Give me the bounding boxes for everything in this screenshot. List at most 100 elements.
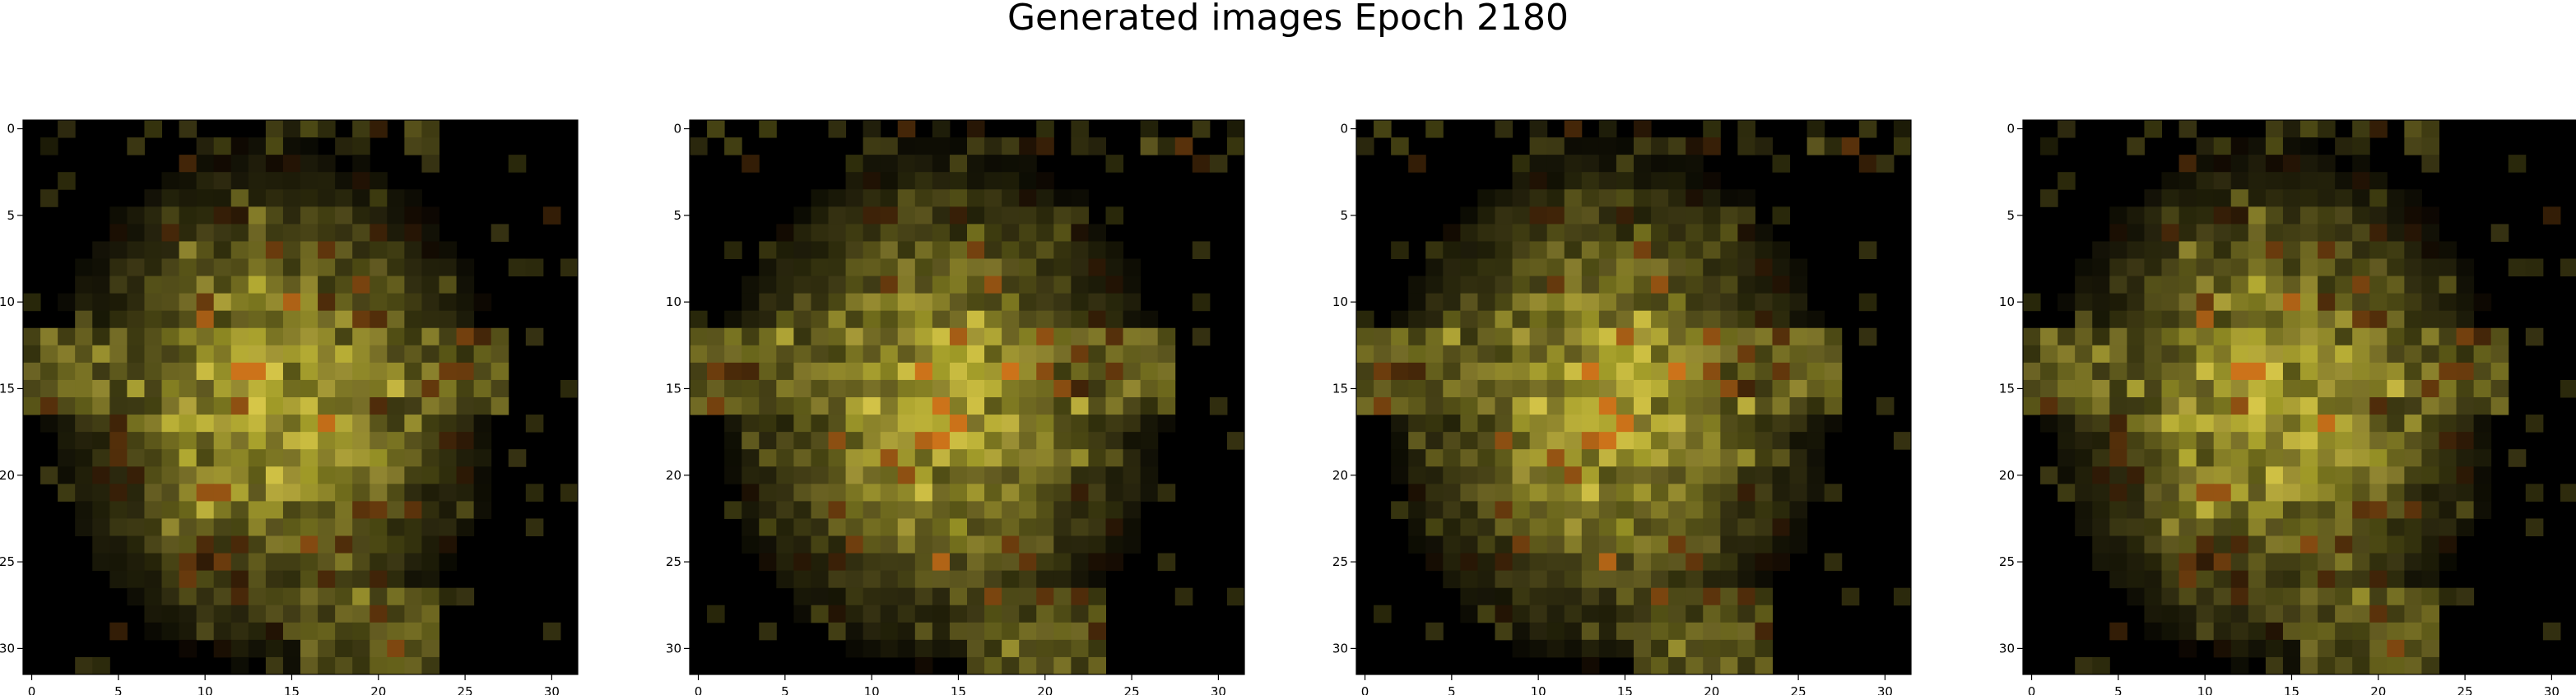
pixel-cell [2127, 535, 2145, 554]
pixel-cell [230, 276, 249, 294]
pixel-cell [880, 189, 899, 207]
pixel-cell [863, 224, 881, 242]
pixel-cell [949, 362, 968, 381]
pixel-cell [387, 605, 405, 623]
pixel-cell [984, 518, 1002, 536]
pixel-cell [1209, 397, 1228, 415]
pixel-cell [2058, 345, 2076, 364]
pixel-cell [1477, 293, 1495, 312]
pixel-cell [352, 379, 370, 398]
pixel-cell [2282, 622, 2301, 641]
pixel-cell [1668, 137, 1686, 155]
pixel-cell [1053, 605, 1072, 623]
pixel-cell [984, 137, 1002, 155]
pixel-cell [421, 293, 439, 312]
pixel-cell [230, 379, 249, 398]
pixel-cell [300, 172, 319, 190]
pixel-cell [2282, 656, 2301, 675]
pixel-cell [811, 241, 829, 259]
pixel-cell [1755, 570, 1773, 589]
pixel-cell [949, 241, 968, 259]
pixel-cell [2456, 449, 2475, 467]
pixel-cell [109, 327, 128, 346]
pixel-cell [2300, 639, 2318, 658]
pixel-cell [2300, 501, 2318, 519]
pixel-cell [914, 362, 933, 381]
pixel-cell [2213, 345, 2232, 364]
pixel-cell [109, 553, 128, 572]
pixel-cell [213, 605, 232, 623]
pixel-cell [828, 241, 847, 259]
pixel-cell [2265, 241, 2284, 259]
pixel-cell [2369, 501, 2388, 519]
pixel-cell [1071, 137, 1089, 155]
pixel-cell [1036, 639, 1054, 658]
pixel-cell [387, 501, 405, 519]
pixel-cell [932, 172, 951, 190]
pixel-cell [318, 501, 336, 519]
pixel-cell [1019, 432, 1037, 450]
pixel-cell [352, 310, 370, 329]
pixel-cell [2282, 379, 2301, 398]
pixel-cell [161, 362, 180, 381]
pixel-cell [2213, 189, 2232, 207]
pixel-cell [897, 345, 916, 364]
pixel-cell [2144, 553, 2162, 572]
pixel-cell [456, 345, 475, 364]
pixel-cell [2300, 137, 2318, 155]
pixel-cell [1495, 501, 1514, 519]
pixel-cell [179, 379, 198, 398]
pixel-cell [352, 484, 370, 502]
pixel-cell [2161, 466, 2180, 484]
pixel-cell [914, 501, 933, 519]
pixel-cell [1686, 501, 1704, 519]
pixel-cell [2265, 327, 2284, 346]
pixel-cell [1686, 535, 1704, 554]
pixel-cell [282, 189, 301, 207]
pixel-cell [248, 501, 267, 519]
pixel-cell [2144, 276, 2162, 294]
x-tick-label: 0 [28, 684, 36, 695]
pixel-cell [793, 379, 811, 398]
pixel-cell [1477, 276, 1495, 294]
pixel-cell [897, 241, 916, 259]
pixel-cell [456, 379, 475, 398]
pixel-cell [2213, 276, 2232, 294]
pixel-cell [1755, 310, 1773, 329]
pixel-cell [58, 415, 76, 433]
pixel-cell [387, 345, 405, 364]
pixel-cell [1529, 120, 1548, 138]
pixel-cell [2161, 206, 2180, 225]
pixel-cell [2196, 362, 2215, 381]
pixel-cell [248, 258, 267, 277]
pixel-cell [1495, 449, 1514, 467]
pixel-cell [230, 587, 249, 606]
pixel-cell [404, 310, 422, 329]
pixel-cell [179, 155, 198, 173]
pixel-cell [1893, 120, 1912, 138]
pixel-cell [1651, 605, 1669, 623]
pixel-cell [2404, 379, 2422, 398]
pixel-cell [2058, 415, 2076, 433]
pixel-cell [897, 449, 916, 467]
pixel-cell [1651, 379, 1669, 398]
pixel-cell [2439, 501, 2457, 519]
pixel-cell [335, 622, 353, 641]
pixel-cell [2300, 155, 2318, 173]
pixel-cell [352, 466, 370, 484]
pixel-cell [1616, 137, 1634, 155]
pixel-cell [1495, 535, 1514, 554]
pixel-cell [776, 362, 794, 381]
pixel-cell [282, 466, 301, 484]
x-tick-label: 20 [1704, 684, 1719, 695]
pixel-cell [127, 432, 145, 450]
pixel-cell [2075, 327, 2093, 346]
pixel-cell [914, 379, 933, 398]
pixel-cell [1858, 241, 1877, 259]
pixel-cell [1668, 172, 1686, 190]
pixel-cell [196, 258, 215, 277]
pixel-cell [932, 553, 951, 572]
pixel-cell [2265, 345, 2284, 364]
pixel-cell [370, 327, 388, 346]
pixel-cell [967, 605, 985, 623]
